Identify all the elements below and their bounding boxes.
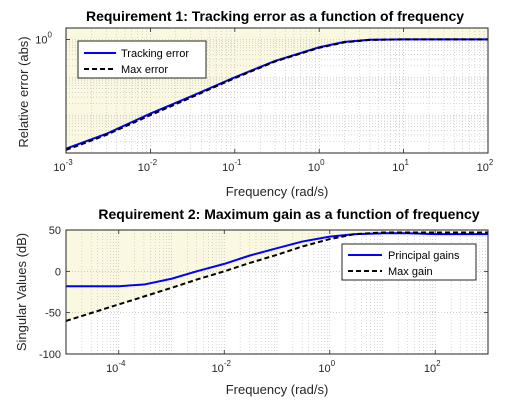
y-tick-label: 100: [35, 30, 52, 46]
chart-1-series: [65, 38, 488, 151]
chart-2-series: [65, 231, 488, 322]
chart-1-legend: Tracking error Max error: [77, 40, 207, 79]
chart-1-x-ticks: 10-3 10-2 10-1 100 101 102: [53, 28, 494, 174]
chart-maximum-gain: Requirement 2: Maximum gain as a functio…: [14, 206, 489, 397]
chart-1-legend-label-max-error: Max error: [121, 64, 168, 76]
chart-1-x-axis-label: Frequency (rad/s): [226, 184, 329, 199]
chart-1-legend-box: [77, 40, 207, 79]
x-tick-label: 10-3: [53, 158, 73, 174]
x-tick-label: 10-2: [138, 158, 158, 174]
chart-tracking-error: Requirement 1: Tracking error as a funct…: [16, 8, 494, 199]
chart-1-title: Requirement 1: Tracking error as a funct…: [86, 8, 464, 24]
series-line-max-gain: [65, 231, 488, 322]
series-line-max-error: [65, 38, 488, 151]
y-tick-label: 50: [49, 225, 61, 237]
chart-2-x-ticks: 10-4 10-2 100 102: [106, 230, 441, 375]
chart-2-x-axis-label: Frequency (rad/s): [226, 382, 329, 397]
y-tick-label: -50: [45, 308, 61, 320]
chart-2-frame: [65, 229, 489, 355]
x-tick-label: 100: [318, 359, 335, 375]
chart-2-y-axis-label: Singular Values (dB): [14, 233, 29, 351]
chart-1-y-ticks: 100: [35, 30, 488, 46]
x-tick-label: 10-4: [106, 359, 126, 375]
x-tick-label: 10-1: [222, 158, 242, 174]
chart-1-legend-label-tracking-error: Tracking error: [121, 48, 189, 60]
chart-2-title: Requirement 2: Maximum gain as a functio…: [98, 206, 479, 222]
y-tick-label: -100: [39, 349, 61, 361]
y-tick-label: 0: [55, 266, 61, 278]
chart-1-y-axis-label: Relative error (abs): [16, 36, 31, 147]
chart-2-legend: Principal gains Max gain: [341, 243, 477, 281]
chart-2-y-ticks: 50 0 -50 -100: [39, 225, 488, 361]
x-tick-label: 10-2: [212, 359, 232, 375]
x-tick-label: 102: [424, 359, 441, 375]
chart-1-frame: [65, 27, 489, 154]
x-tick-label: 102: [477, 158, 494, 174]
x-tick-label: 100: [308, 158, 325, 174]
x-tick-label: 101: [392, 158, 409, 174]
chart-2-legend-label-principal-gains: Principal gains: [388, 250, 460, 262]
chart-2-shaded-region: [66, 230, 488, 321]
chart-2-legend-label-max-gain: Max gain: [388, 266, 433, 278]
chart-2-legend-box: [341, 243, 477, 281]
